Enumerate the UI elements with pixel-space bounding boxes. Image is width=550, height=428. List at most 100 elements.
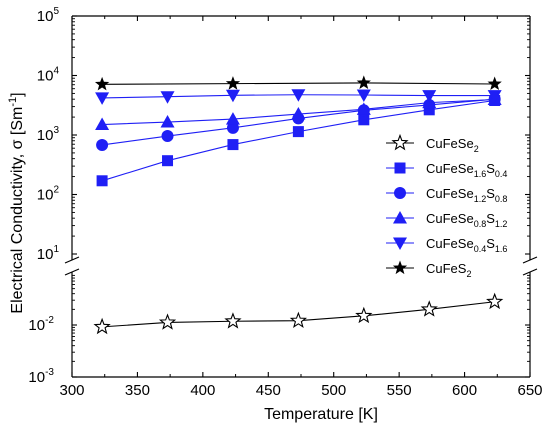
x-tick-label: 450 — [256, 382, 281, 399]
data-point — [225, 112, 240, 125]
y-tick-exponent: 1 — [53, 244, 59, 255]
data-point — [356, 75, 371, 89]
y-tick-label: 10-3 — [28, 367, 54, 386]
legend-label: CuFeSe2 — [426, 136, 479, 154]
y-tick-base: 10 — [28, 317, 45, 334]
legend-label: CuFeSe0.8S1.2 — [426, 211, 507, 229]
legend-label-sub: 2 — [474, 144, 479, 154]
series-CuFeS2 — [94, 75, 502, 91]
series-line — [102, 82, 495, 85]
legend-item: CuFeSe1.2S0.8 — [386, 186, 507, 204]
axis-break-mark — [64, 268, 80, 276]
legend-label-base: CuFeSe — [426, 136, 474, 151]
data-point — [289, 311, 308, 329]
x-tick-label: 400 — [190, 382, 215, 399]
legend-marker — [393, 237, 407, 250]
y-tick-exponent: 2 — [53, 185, 59, 196]
y-axis-title-close: ] — [9, 92, 26, 96]
y-tick-label: 102 — [37, 185, 60, 204]
legend-label-base: CuFeSe — [426, 236, 474, 251]
data-point — [487, 90, 502, 103]
legend-label-sub: 1.6 — [474, 169, 487, 179]
data-point — [355, 306, 373, 324]
data-point — [487, 76, 502, 91]
y-axis-title-main: Electrical Conductivity, σ [Sm — [9, 107, 26, 314]
legend-label-sub2: 1.6 — [495, 244, 508, 254]
data-point — [94, 76, 110, 91]
x-tick-label: 500 — [321, 382, 346, 399]
legend-label-sub2: 1.2 — [495, 219, 508, 229]
data-point — [422, 90, 437, 103]
y-tick-exponent: -3 — [45, 367, 54, 378]
legend-label: CuFeS2 — [426, 261, 471, 279]
x-axis-title: Temperature [K] — [264, 406, 378, 423]
legend-label-base: CuFeSe — [426, 186, 474, 201]
y-tick-label: 104 — [37, 66, 60, 85]
y-tick-base: 10 — [37, 68, 54, 85]
legend-marker — [393, 211, 407, 224]
data-point — [292, 126, 304, 138]
data-point — [95, 92, 110, 105]
data-point — [160, 115, 175, 128]
y-tick-label: 101 — [37, 244, 60, 263]
y-tick-exponent: -2 — [45, 315, 54, 326]
data-point — [227, 139, 239, 151]
data-point — [358, 114, 370, 126]
legend: CuFeSe2CuFeSe1.6S0.4CuFeSe1.2S0.8CuFeSe0… — [386, 133, 507, 279]
data-point — [356, 102, 371, 115]
y-tick-base: 10 — [28, 369, 45, 386]
data-point — [161, 130, 174, 143]
legend-label-base: CuFeS — [426, 261, 467, 276]
x-tick-label: 650 — [517, 382, 542, 399]
legend-marker — [392, 260, 408, 275]
x-tick-label: 350 — [125, 382, 150, 399]
axis-break-mark — [522, 268, 538, 276]
data-point — [225, 89, 240, 103]
legend-item: CuFeSe2 — [386, 133, 479, 154]
data-point — [93, 317, 111, 335]
series-CuFeSe0.4S1.6 — [95, 89, 502, 105]
data-point — [486, 292, 504, 310]
y-tick-exponent: 3 — [53, 125, 59, 136]
series-layer — [93, 75, 504, 335]
data-point — [95, 117, 110, 131]
data-point — [162, 155, 174, 167]
data-point — [96, 138, 109, 151]
data-point — [420, 300, 438, 317]
legend-item: CuFeSe1.6S0.4 — [386, 161, 507, 179]
legend-label-sub: 0.8 — [474, 219, 487, 229]
data-point — [291, 107, 306, 120]
legend-label-base: CuFeSe — [426, 161, 474, 176]
legend-item: CuFeS2 — [386, 260, 471, 279]
legend-item: CuFeSe0.4S1.6 — [386, 236, 507, 254]
legend-item: CuFeSe0.8S1.2 — [386, 211, 507, 229]
legend-label-mid: S — [486, 211, 495, 226]
data-point — [225, 76, 241, 90]
x-tick-label: 550 — [387, 382, 412, 399]
data-point — [356, 89, 371, 103]
data-point — [224, 312, 242, 329]
legend-marker — [394, 187, 406, 199]
legend-label-mid: S — [486, 186, 495, 201]
legend-label-mid: S — [486, 161, 495, 176]
x-tick-label: 300 — [59, 382, 84, 399]
y-tick-base: 10 — [37, 246, 54, 263]
legend-label-base: CuFeSe — [426, 211, 474, 226]
axes: 300 350 400 450 500 550 600 65010-310-210110210… — [28, 6, 542, 399]
legend-label-sub2: 0.8 — [495, 194, 508, 204]
y-tick-label: 105 — [37, 6, 60, 25]
y-tick-base: 10 — [37, 8, 54, 25]
y-tick-label: 103 — [37, 125, 60, 144]
legend-marker — [391, 133, 409, 151]
axis-break-mark — [522, 256, 538, 264]
y-tick-label: 10-2 — [28, 315, 54, 334]
legend-label-sub2: 0.4 — [495, 169, 508, 179]
axis-break-mark — [64, 256, 80, 264]
data-point — [158, 313, 177, 330]
legend-label-mid: S — [486, 236, 495, 251]
y-tick-base: 10 — [37, 127, 54, 144]
data-point — [226, 121, 239, 134]
y-tick-exponent: 5 — [53, 6, 59, 17]
y-axis-title: Electrical Conductivity, σ [Sm-1] — [7, 92, 26, 313]
